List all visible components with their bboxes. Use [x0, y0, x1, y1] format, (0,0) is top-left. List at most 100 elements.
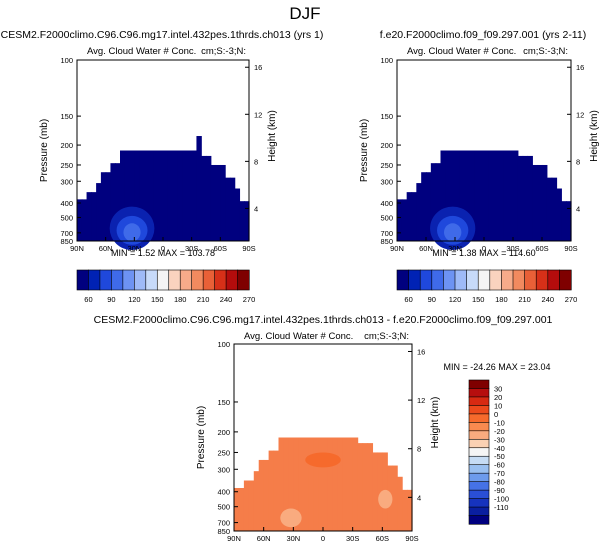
field-cell — [450, 150, 456, 241]
field-cell — [81, 199, 88, 241]
colorbar-label: -50 — [494, 452, 505, 461]
field-cell — [86, 192, 92, 241]
panel-title: f.e20.F2000climo.f09_f09.297.001 (yrs 2-… — [380, 29, 586, 41]
field-cell — [134, 150, 140, 241]
field-cell — [298, 437, 304, 531]
field-cell — [347, 437, 354, 531]
field-cell — [293, 437, 299, 531]
pressure-tick-label: 100 — [217, 340, 230, 349]
field-cell — [566, 201, 572, 241]
colorbar-label: 20 — [494, 393, 502, 402]
panel-subtitle-right: cm;S:-3;N: — [523, 46, 568, 57]
pressure-tick-label: 300 — [60, 177, 73, 186]
colorbar-swatch — [454, 269, 468, 291]
field-cell — [513, 150, 519, 241]
pressure-tick-label: 150 — [60, 112, 73, 121]
field-cell — [243, 480, 250, 531]
field-cell — [493, 150, 500, 241]
field-cell — [488, 150, 495, 241]
height-tick-label: 8 — [576, 157, 580, 166]
field-cell — [532, 164, 538, 241]
lat-tick-label: 90S — [564, 244, 577, 253]
lat-tick-label: 30N — [448, 244, 462, 253]
pressure-tick-label: 100 — [60, 56, 73, 65]
field-cell — [407, 489, 413, 531]
colorbar-swatch — [468, 481, 490, 491]
page-title: DJF — [289, 4, 320, 23]
lat-tick-label: 30S — [185, 244, 198, 253]
field-cell — [411, 192, 417, 241]
field-cell — [556, 188, 562, 241]
field-cell — [323, 437, 329, 531]
field-cell — [143, 150, 150, 241]
field-cell — [182, 150, 188, 241]
height-tick-label: 4 — [254, 204, 258, 213]
colorbar: 60 90 120 150 180 210 240 270 — [396, 269, 578, 304]
field-cell — [426, 172, 432, 241]
colorbar-label: 120 — [128, 295, 141, 304]
field-cell — [342, 437, 349, 531]
colorbar-label: 90 — [428, 295, 436, 304]
y-axis-right-label: Height (km) — [267, 110, 278, 162]
field-cell — [268, 450, 275, 531]
field-cell — [459, 150, 466, 241]
colorbar-label: -80 — [494, 478, 505, 487]
field-cell — [158, 150, 164, 241]
field-cell — [244, 201, 250, 241]
field-cell — [308, 437, 314, 531]
colorbar-swatch — [396, 269, 410, 291]
panel-1: CESM2.F2000climo.C96.C96.mg17.intel.432p… — [1, 29, 324, 304]
field-cell — [332, 437, 339, 531]
colorbar-label: -40 — [494, 444, 505, 453]
colorbar-label: 270 — [565, 295, 578, 304]
field-cell — [234, 188, 241, 241]
field-cell — [362, 443, 369, 531]
colorbar-label: 270 — [243, 295, 256, 304]
colorbar-swatch — [122, 269, 135, 291]
field-cell — [430, 163, 437, 241]
lat-tick-label: 60N — [419, 244, 433, 253]
colorbar: 3020100-10-20-30-40-50-60-70-80-90-100-1… — [468, 379, 509, 525]
pressure-tick-label: 200 — [380, 141, 393, 150]
colorbar-swatch — [468, 447, 490, 457]
field-cell — [110, 163, 116, 241]
height-tick-label: 4 — [576, 204, 580, 213]
stats-text: MIN = -24.26 MAX = 23.04 — [443, 362, 550, 372]
y-axis-right-label: Height (km) — [430, 397, 441, 449]
colorbar-label: -100 — [494, 495, 509, 504]
field-cell — [527, 155, 533, 241]
field-cell — [337, 437, 344, 531]
pressure-tick-label: 400 — [217, 488, 230, 497]
lat-tick-label: 90N — [390, 244, 404, 253]
lat-tick-label: 0 — [321, 534, 325, 543]
field-cell — [248, 480, 255, 531]
colorbar-swatch — [501, 269, 514, 291]
y-axis-label: Pressure (mb) — [39, 119, 50, 182]
field-cell — [239, 201, 245, 241]
pressure-tick-label: 850 — [60, 237, 73, 246]
field-cell — [372, 452, 378, 531]
colorbar-swatch — [468, 506, 490, 517]
field-cell — [455, 150, 461, 241]
field-cell — [377, 452, 383, 531]
height-tick-label: 12 — [254, 110, 262, 119]
field-cell — [206, 155, 212, 241]
colorbar-swatch — [88, 269, 101, 291]
height-tick-label: 4 — [417, 493, 421, 502]
field-cell — [215, 164, 221, 241]
colorbar-label: 180 — [174, 295, 187, 304]
height-tick-label: 12 — [576, 110, 584, 119]
colorbar-label: 90 — [107, 295, 115, 304]
pressure-tick-label: 300 — [217, 465, 230, 474]
colorbar-swatch — [466, 269, 479, 291]
field-cell — [225, 177, 231, 241]
colorbar-label: 180 — [495, 295, 508, 304]
field-cell — [318, 437, 324, 531]
field-cell — [253, 471, 260, 531]
pressure-tick-label: 400 — [60, 199, 73, 208]
field-cell — [416, 183, 422, 241]
colorbar-label: -110 — [494, 503, 508, 512]
colorbar-swatch — [468, 464, 490, 474]
colorbar-swatch — [559, 269, 572, 291]
colorbar-swatch — [134, 269, 147, 291]
